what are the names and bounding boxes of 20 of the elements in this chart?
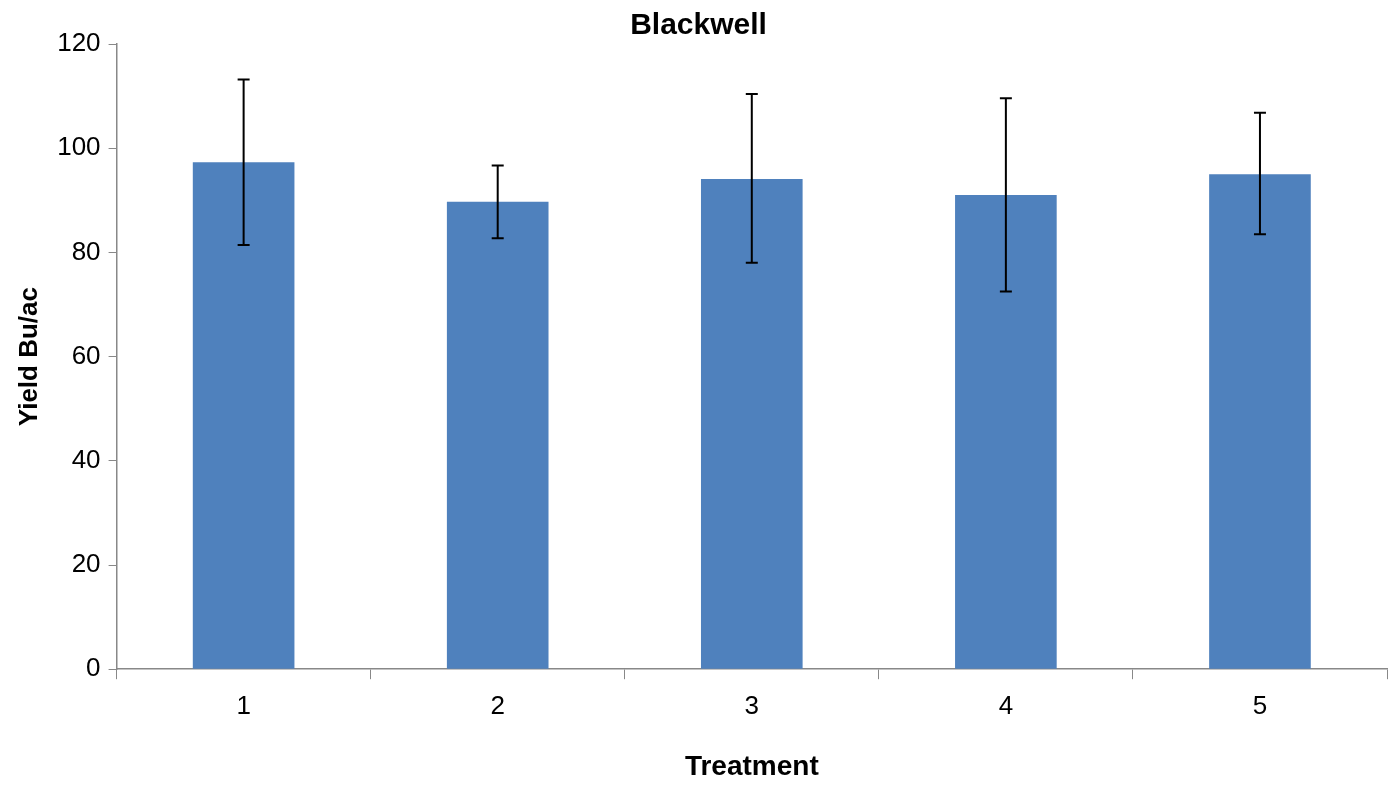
x-tick-label: 2: [490, 689, 505, 720]
bar: [1209, 174, 1311, 669]
x-tick-label: 3: [744, 689, 760, 720]
y-tick-label: 100: [57, 131, 101, 162]
y-tick-label: 60: [71, 339, 101, 370]
bar: [446, 201, 549, 669]
y-tick-label: 20: [71, 548, 101, 579]
x-axis-title: Treatment: [684, 749, 819, 781]
x-tick-label: 4: [998, 689, 1014, 720]
bar: [955, 195, 1057, 669]
x-tick-label: 1: [236, 689, 251, 720]
y-tick-label: 80: [71, 235, 101, 266]
y-tick-label: 40: [71, 443, 101, 474]
chart-title: Blackwell: [630, 7, 767, 41]
bar: [700, 178, 803, 669]
y-axis-title: Yield Bu/ac: [12, 287, 43, 427]
y-tick-label: 120: [57, 27, 101, 58]
bar: [192, 162, 295, 669]
y-tick-label: 0: [86, 652, 101, 683]
x-tick-label: 5: [1252, 689, 1268, 720]
